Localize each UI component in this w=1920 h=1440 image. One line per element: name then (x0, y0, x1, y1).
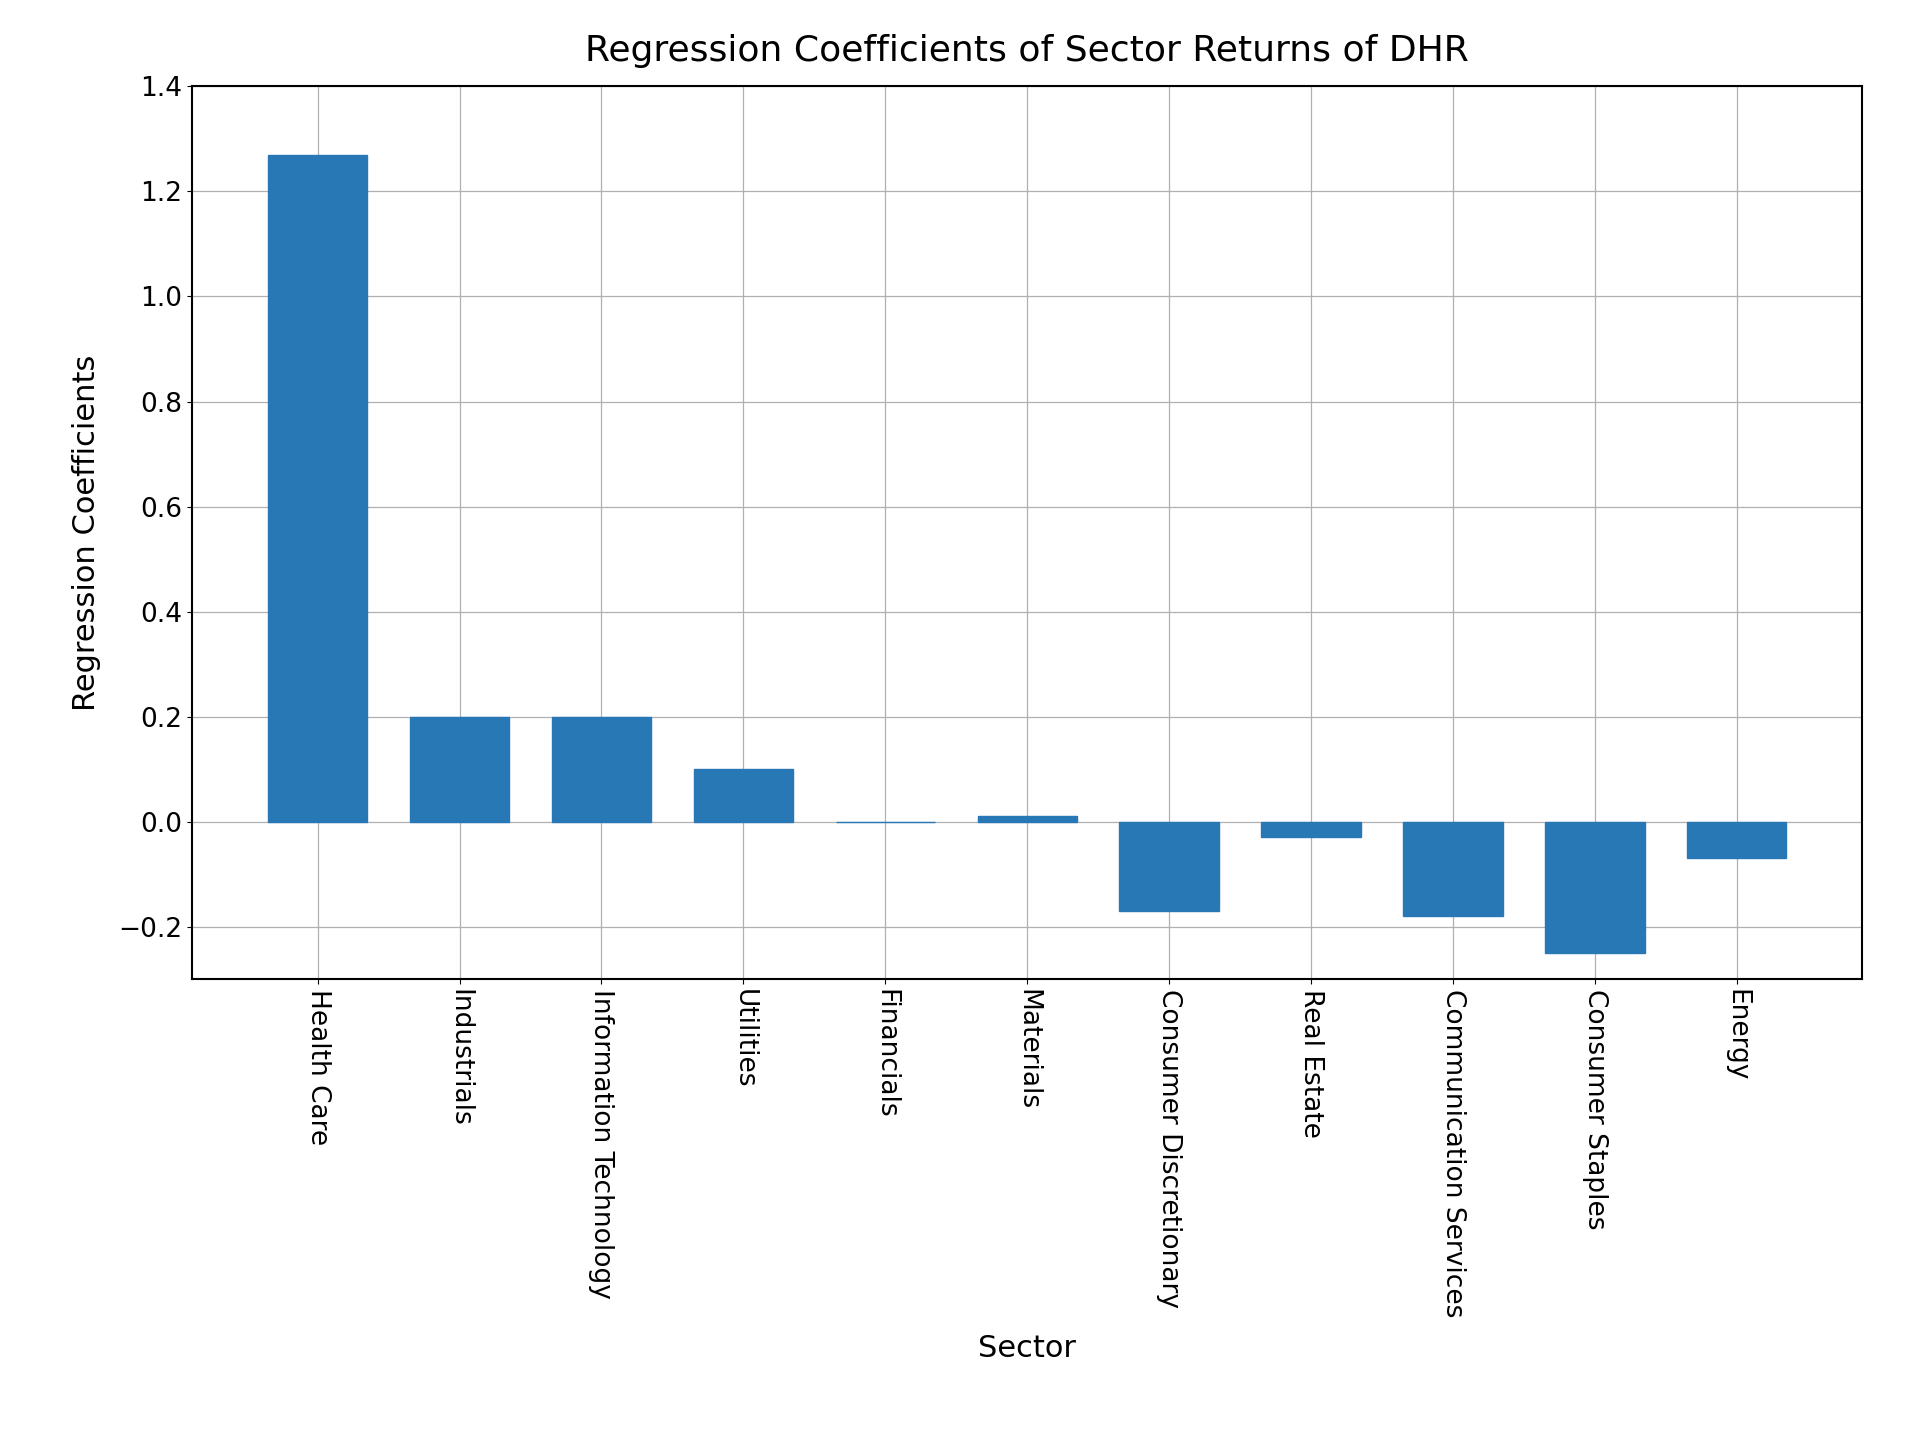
Bar (409, 717, 509, 822)
Title: Regression Coefficients of Sector Returns of DHR: Regression Coefficients of Sector Return… (586, 35, 1469, 68)
Bar (1404, 822, 1503, 916)
Bar (1261, 822, 1361, 838)
Bar (1546, 822, 1645, 953)
Y-axis label: Regression Coefficients: Regression Coefficients (73, 354, 102, 711)
Bar (551, 717, 651, 822)
Bar (1119, 822, 1219, 912)
Bar (269, 154, 367, 822)
Bar (693, 769, 793, 822)
X-axis label: Sector: Sector (977, 1333, 1077, 1364)
Bar (977, 816, 1077, 822)
Bar (1688, 822, 1786, 858)
